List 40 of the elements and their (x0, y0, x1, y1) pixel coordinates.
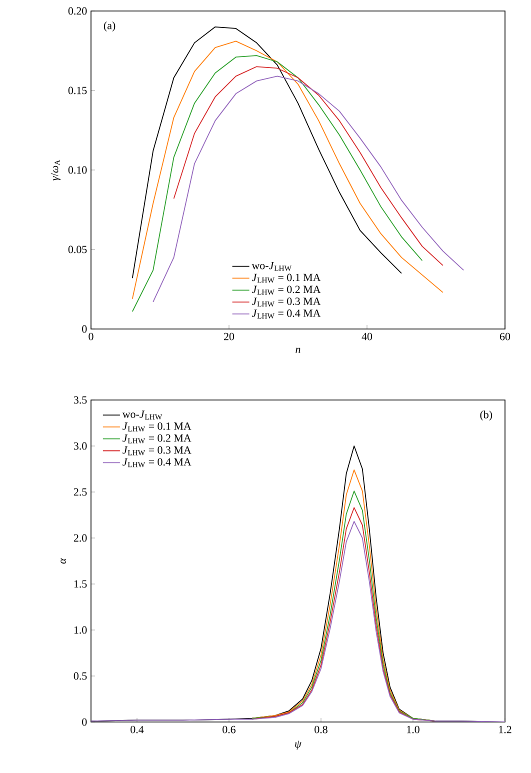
y-tick-label: 1.5 (74, 580, 87, 588)
legend-label: J$_{LHW}$ = 0.2 MA (252, 286, 321, 295)
y-tick-label: 0 (82, 718, 87, 726)
y-tick-label: 0.10 (68, 166, 87, 174)
legend-label: J$_{LHW}$ = 0.4 MA (122, 458, 192, 468)
x-tick-label: 60 (500, 332, 510, 340)
y-axis-title: γ/ω$_{A}$ (50, 160, 60, 180)
line-series (132, 40, 444, 300)
line-series (91, 520, 505, 722)
x-tick-label: 20 (224, 332, 234, 340)
legend-label: J$_{LHW}$ = 0.1 MA (122, 422, 192, 432)
legend-label: wo-J$_{LHW}$ (252, 262, 292, 271)
y-tick-label: 3.0 (74, 442, 87, 450)
y-tick-label: 0.5 (74, 672, 87, 680)
legend-label: J$_{LHW}$ = 0.3 MA (252, 298, 321, 307)
x-axis-title: ψ (295, 740, 302, 750)
x-tick-label: 0.4 (130, 726, 144, 734)
y-tick-label: 0.05 (68, 246, 87, 254)
annotation: (a) (104, 22, 116, 32)
legend-label: J$_{LHW}$ = 0.2 MA (122, 434, 192, 444)
y-tick-label: 2.0 (74, 534, 87, 542)
x-tick-label: 1.0 (407, 726, 420, 734)
x-axis-title: n (296, 348, 300, 353)
legend-label: J$_{LHW}$ = 0.3 MA (122, 446, 192, 456)
x-tick-label: 40 (362, 332, 372, 340)
y-axis-title: α (60, 558, 66, 564)
x-tick-label: 0.6 (222, 726, 236, 734)
x-tick-label: 0 (88, 332, 94, 340)
y-tick-label: 2.5 (74, 488, 87, 496)
y-tick-label: 0 (82, 325, 87, 333)
annotation: (b) (480, 410, 492, 421)
legend-label: J$_{LHW}$ = 0.1 MA (252, 274, 321, 283)
x-tick-label: 0.8 (314, 726, 328, 734)
x-tick-label: 1.2 (499, 726, 512, 734)
legend-label: wo-J$_{LHW}$ (122, 410, 162, 420)
legend-label: J$_{LHW}$ = 0.4 MA (252, 310, 321, 319)
y-tick-label: 0.15 (68, 86, 87, 94)
y-tick-label: 3.5 (74, 396, 87, 404)
y-tick-label: 1.0 (74, 626, 87, 634)
y-tick-label: 0.20 (68, 7, 87, 15)
